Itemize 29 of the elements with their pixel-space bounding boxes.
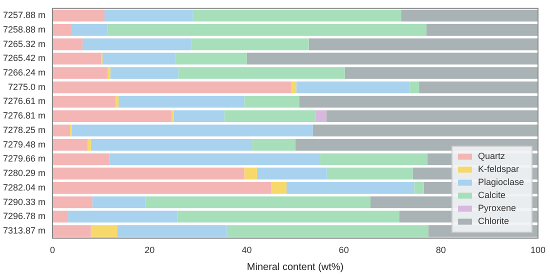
y-tick-label: 7313.87 m: [3, 226, 46, 236]
legend-label: Quartz: [478, 151, 506, 162]
y-tick-label: 7296.78 m: [3, 211, 46, 222]
legend-label: Plagioclase: [478, 177, 524, 188]
x-tick-label: 100: [530, 245, 546, 256]
x-axis-title: Mineral content (wt%): [246, 262, 344, 273]
y-tick-label: 7257.88 m: [3, 10, 46, 20]
y-tick-label: 7290.33 m: [3, 196, 46, 207]
y-tick-label: 7258.88 m: [3, 24, 46, 34]
legend-label: Calcite: [478, 190, 506, 200]
y-tick-label: 7280.29 m: [3, 168, 46, 178]
y-tick-label: 7282.04 m: [3, 182, 46, 192]
y-tick-label: 7276.61 m: [3, 96, 46, 106]
x-tick-label: 80: [436, 245, 446, 256]
y-tick-label: 7265.32 m: [3, 38, 46, 49]
x-tick-label: 40: [242, 245, 252, 256]
legend-label: K-feldspar: [478, 164, 520, 174]
x-tick-label: 20: [144, 245, 155, 256]
y-tick-label: 7275.0 m: [8, 82, 46, 92]
legend-label: Pyroxene: [478, 203, 516, 214]
y-tick-label: 7265.42 m: [3, 53, 46, 64]
y-tick-label: 7278.25 m: [3, 124, 46, 135]
y-tick-label: 7279.66 m: [3, 154, 46, 164]
y-tick-label: 7279.48 m: [3, 139, 46, 150]
y-tick-label: 7276.81 m: [3, 110, 46, 121]
x-tick-label: 0: [50, 245, 56, 256]
y-tick-label: 7266.24 m: [3, 68, 46, 78]
legend-label: Chlorite: [478, 216, 510, 226]
x-tick-label: 60: [338, 245, 349, 256]
